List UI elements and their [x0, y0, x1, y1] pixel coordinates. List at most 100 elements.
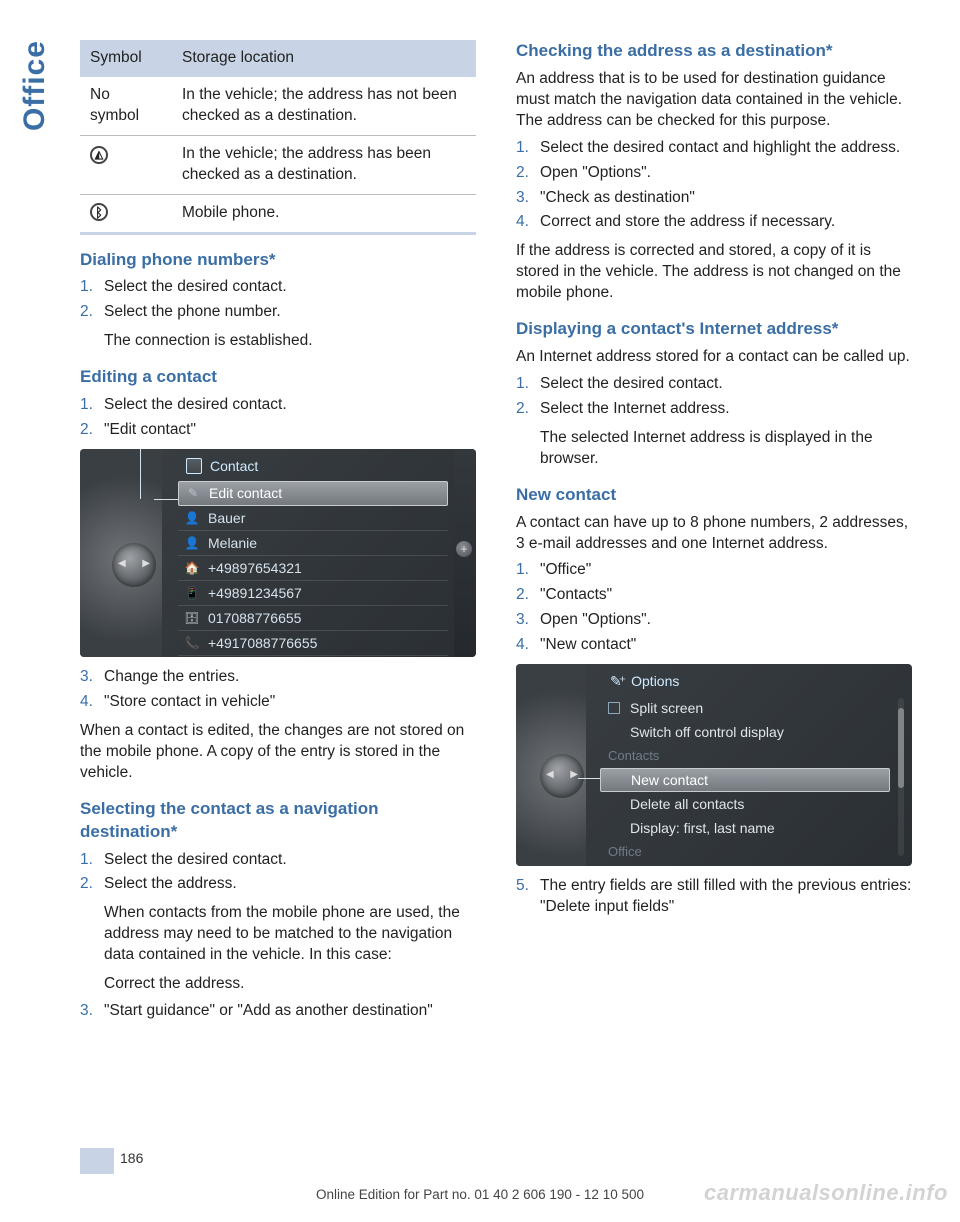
idrive-knob-icon — [112, 543, 156, 587]
location-cell: In the vehicle; the address has not been… — [172, 77, 476, 135]
idrive-knob-icon — [540, 754, 584, 798]
side-tab-label: Office — [18, 40, 52, 131]
screen-row: Split screen — [600, 696, 890, 720]
checkaddr-outro: If the address is corrected and stored, … — [516, 241, 912, 304]
step-text: "Start guidance" or "Add as another dest… — [104, 1002, 433, 1019]
step-text: Select the Internet address. — [540, 400, 730, 417]
symbol-table: Symbol Storage location No symbol In the… — [80, 40, 476, 235]
step-text: Select the desired contact and highlight… — [540, 139, 900, 156]
internet-intro: An Internet address stored for a contact… — [516, 347, 912, 368]
screen-row: 👤Melanie — [178, 531, 448, 556]
step-text: Correct and store the address if necessa… — [540, 213, 835, 230]
newcontact-steps-a: 1."Office" 2. "Contacts" 3.Open "Options"… — [516, 560, 912, 656]
list-item: 4. "New contact" — [516, 635, 912, 656]
newcontact-intro: A contact can have up to 8 phone numbers… — [516, 513, 912, 555]
step-text: Select the desired contact. — [104, 851, 287, 868]
screen-row: Delete all contacts — [600, 792, 890, 816]
checkaddr-intro: An address that is to be used for destin… — [516, 69, 912, 132]
symbol-cell: ◭ — [80, 135, 172, 194]
location-cell: In the vehicle; the address has been che… — [172, 135, 476, 194]
bluetooth-icon: ᛒ — [90, 203, 108, 221]
heading-internet: Displaying a contact's Internet address* — [516, 318, 912, 341]
list-item: 2.Select the phone number. — [80, 302, 476, 323]
step-text: Select the phone number. — [104, 303, 281, 320]
row-label: Melanie — [208, 534, 257, 553]
row-label: +4917088776655 — [208, 634, 317, 653]
row-label: Edit contact — [209, 484, 282, 503]
list-item: 3. "Start guidance" or "Add as another de… — [80, 1001, 476, 1022]
screen-row: 👤Bauer — [178, 506, 448, 531]
step-text: Select the desired contact. — [540, 375, 723, 392]
list-item: 2.Select the address. When contacts from… — [80, 874, 476, 995]
heading-checkaddr: Checking the address as a destination* — [516, 40, 912, 63]
step-text: "Edit contact" — [104, 421, 196, 438]
step-text: "Check as destination" — [540, 189, 695, 206]
scrollbar — [898, 698, 904, 856]
screen-list: Split screen Switch off control display … — [600, 696, 890, 864]
list-item: 3.Open "Options". — [516, 610, 912, 631]
screen-row-selected: New contact — [600, 768, 890, 792]
table-row: ◭ In the vehicle; the address has been c… — [80, 135, 476, 194]
list-item: 1."Office" — [516, 560, 912, 581]
step-number: 3. — [516, 610, 529, 631]
internet-steps: 1.Select the desired contact. 2.Select t… — [516, 374, 912, 420]
right-column: Checking the address as a destination* A… — [516, 40, 912, 1030]
editing-note: When a contact is edited, the changes ar… — [80, 721, 476, 784]
internet-result: The selected Internet address is display… — [516, 428, 912, 470]
screen-list: ✎Edit contact 👤Bauer 👤Melanie 🏠+49897654… — [178, 481, 448, 656]
step-number: 4. — [80, 692, 93, 713]
list-item: 3. "Check as destination" — [516, 188, 912, 209]
list-item: 4."Store contact in vehicle" — [80, 692, 476, 713]
screen-right-pane — [454, 449, 476, 657]
row-label: Switch off control display — [630, 723, 784, 742]
step-text: Select the desired contact. — [104, 278, 287, 295]
list-item: 2. "Contacts" — [516, 585, 912, 606]
table-row: ᛒ Mobile phone. — [80, 194, 476, 233]
list-item: 1.Select the desired contact. — [516, 374, 912, 395]
work-icon: 🗄 — [182, 610, 202, 626]
screen-row-section: Contacts — [600, 744, 890, 768]
step-text: "Contacts" — [540, 586, 612, 603]
mobile-icon: 📱 — [182, 585, 202, 601]
list-item: 4. Correct and store the address if neces… — [516, 212, 912, 233]
row-label: Delete all contacts — [630, 795, 744, 814]
page-number: 186 — [120, 1150, 143, 1166]
list-item: 1. Select the desired contact. — [80, 277, 476, 298]
step-number: 3. — [516, 188, 529, 209]
table-header-row: Symbol Storage location — [80, 40, 476, 77]
list-item: 1. Select the desired contact and highlig… — [516, 138, 912, 159]
screen-row: Display: first, last name — [600, 816, 890, 840]
step-number: 4. — [516, 212, 529, 233]
step-number: 2. — [516, 585, 529, 606]
row-label: New contact — [631, 771, 708, 790]
nav-pin-icon: ◭ — [90, 146, 108, 164]
dialing-steps: 1. Select the desired contact. 2.Select t… — [80, 277, 476, 323]
newcontact-step5: 5.The entry fields are still filled with… — [516, 876, 912, 918]
checkbox-icon — [608, 702, 620, 714]
heading-navdest: Selecting the contact as a navigation de… — [80, 798, 476, 844]
screen-header-label: Options — [631, 672, 679, 691]
home-icon: 🏠 — [182, 560, 202, 576]
th-symbol: Symbol — [80, 40, 172, 77]
page: Office Symbol Storage location No symbol… — [0, 0, 960, 1222]
step-sub: When contacts from the mobile phone are … — [104, 903, 476, 966]
screen-row: 📞+4917088776655 — [178, 631, 448, 656]
row-label: +49891234567 — [208, 584, 302, 603]
location-cell: Mobile phone. — [172, 194, 476, 233]
step-number: 2. — [80, 420, 93, 441]
step-number: 1. — [516, 138, 529, 159]
step-number: 1. — [516, 560, 529, 581]
step-text: "New contact" — [540, 636, 636, 653]
step-sub: Correct the address. — [104, 974, 476, 995]
list-item: 1.Select the desired contact. — [80, 395, 476, 416]
screen-header: Options — [586, 668, 890, 694]
step-number: 4. — [516, 635, 529, 656]
person-icon: 👤 — [182, 510, 202, 526]
navdest-steps: 1.Select the desired contact. 2.Select t… — [80, 850, 476, 1022]
step-number: 1. — [80, 277, 93, 298]
row-label: Office — [608, 843, 642, 861]
row-label: +49897654321 — [208, 559, 302, 578]
step-number: 3. — [80, 1001, 93, 1022]
list-item: 2.Select the Internet address. — [516, 399, 912, 420]
step-text: Open "Options". — [540, 164, 651, 181]
